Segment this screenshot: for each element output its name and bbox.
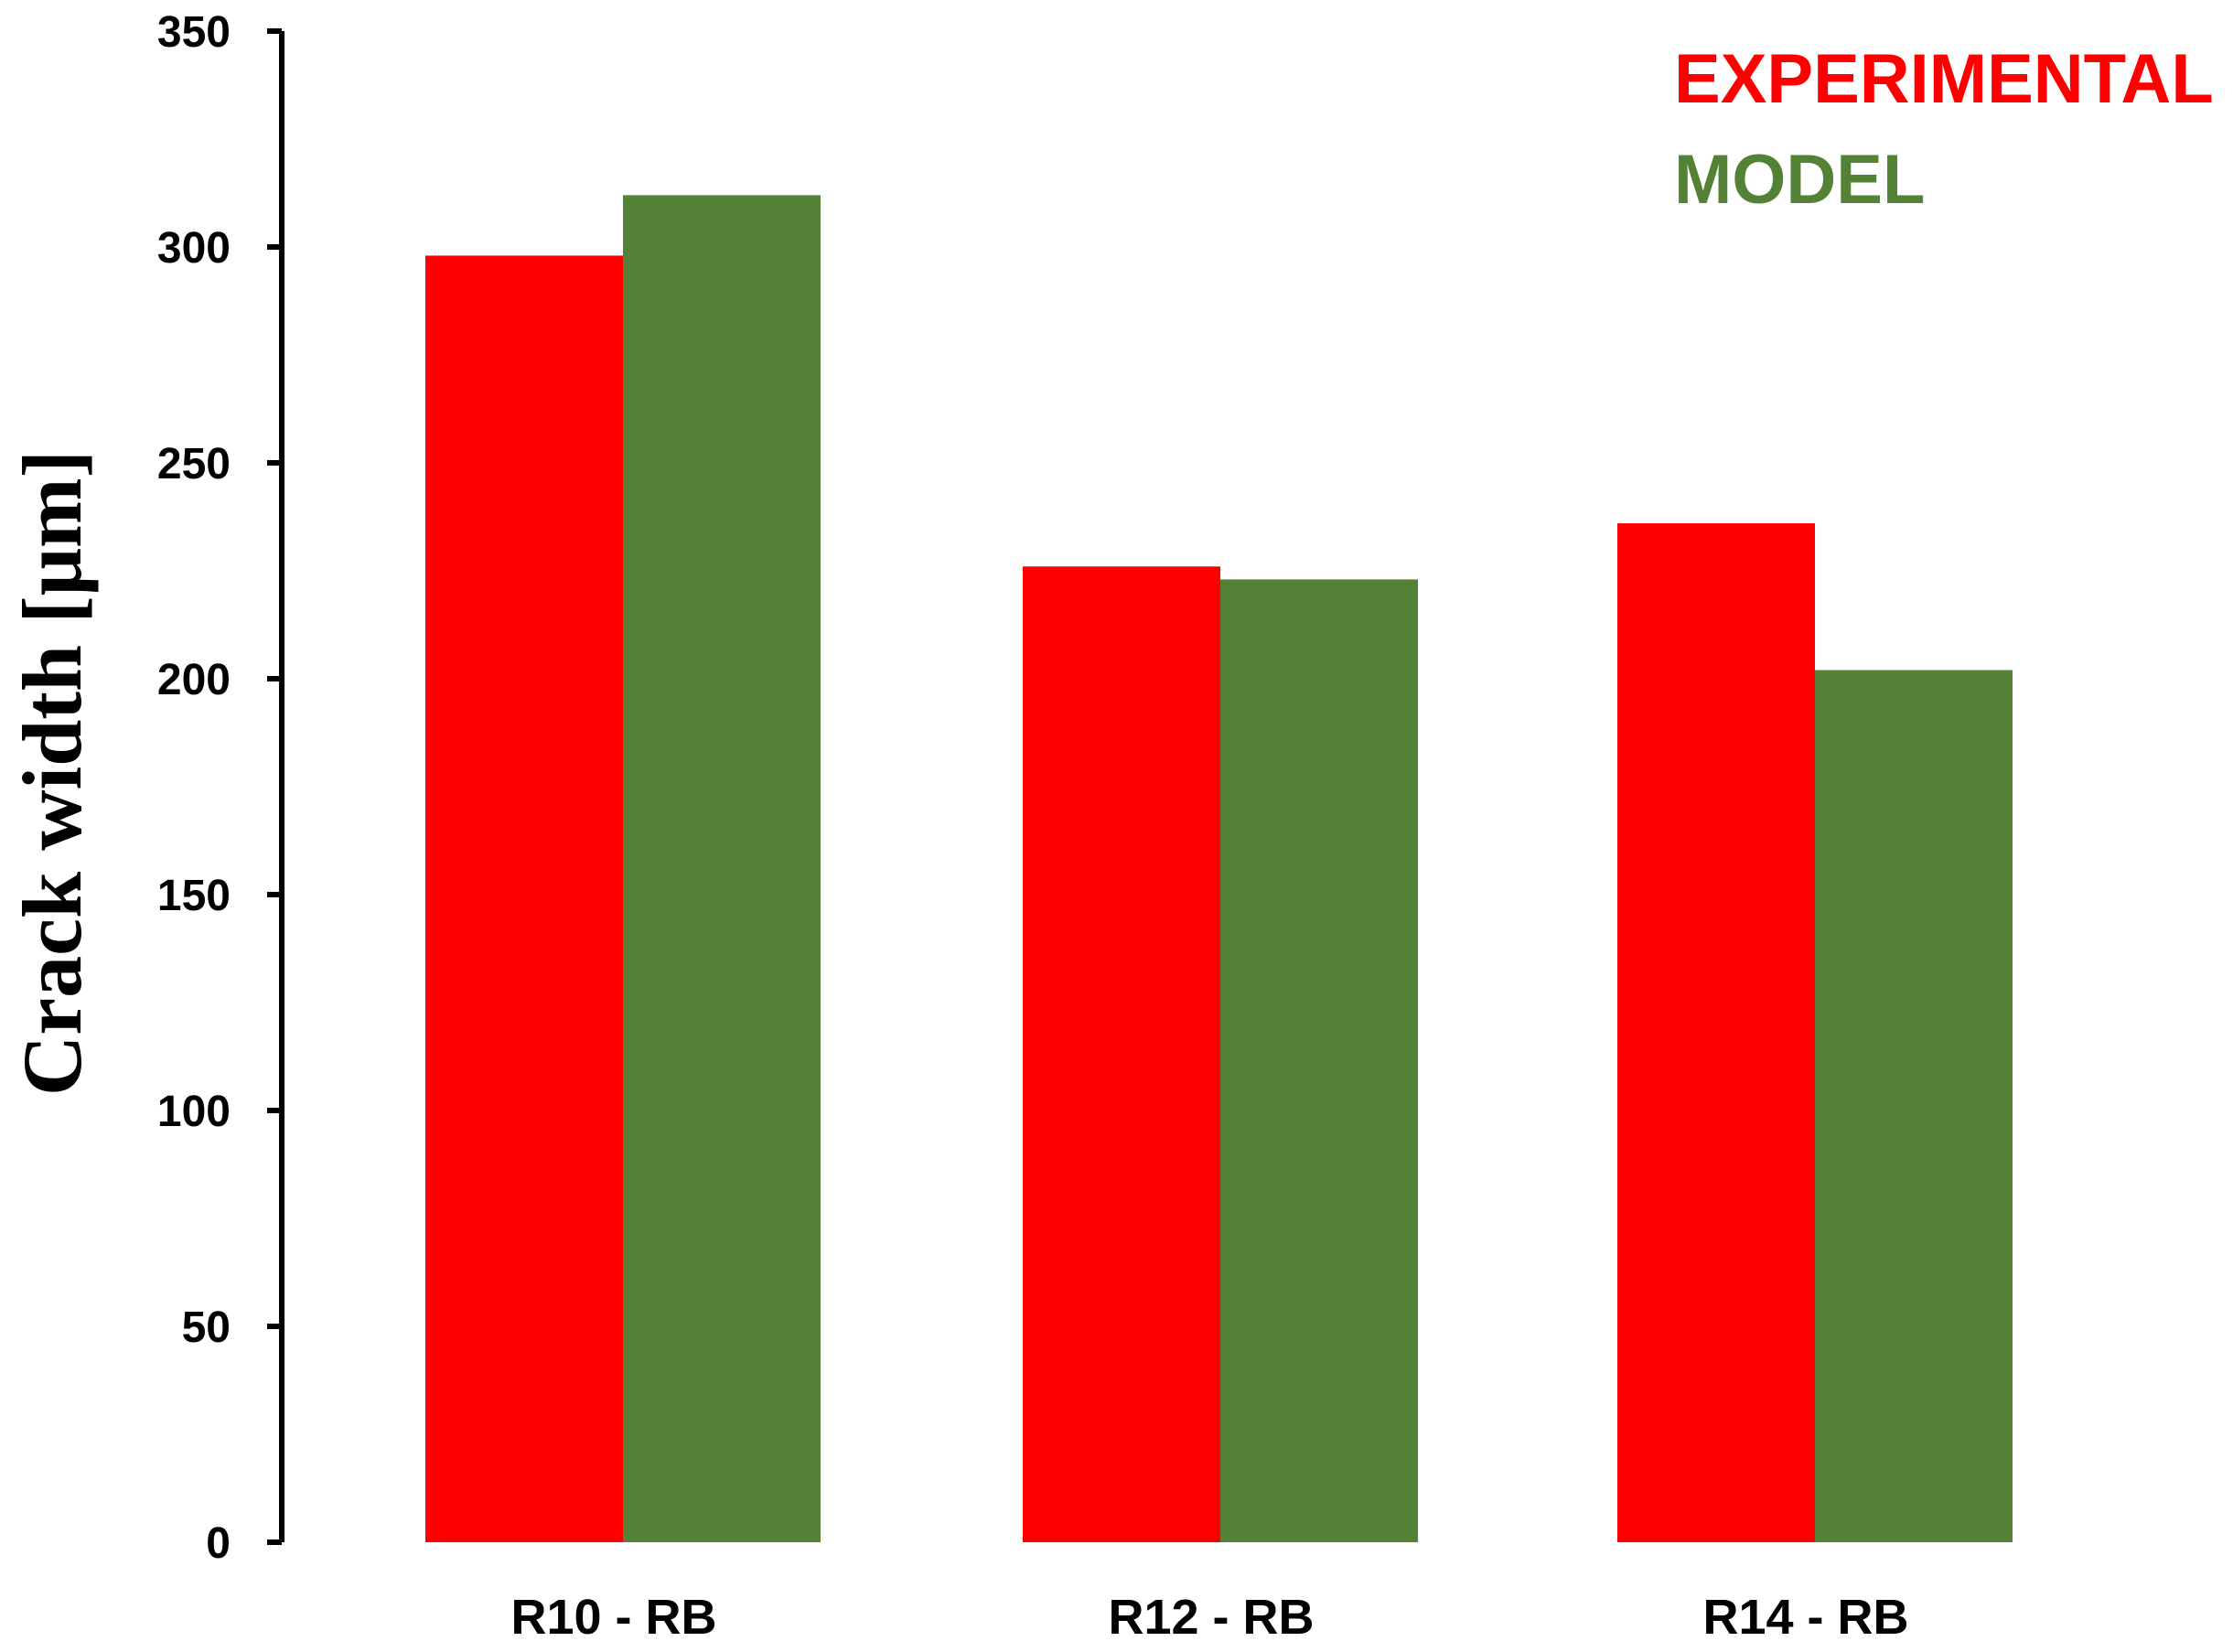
legend: EXPERIMENTAL MODEL bbox=[1674, 40, 2214, 219]
y-tick-label: 250 bbox=[157, 440, 231, 488]
category-labels-group: R10 - RB R12 - RB R14 - RB bbox=[510, 1590, 1908, 1645]
bars-group bbox=[425, 195, 2013, 1543]
bar-experimental-2 bbox=[1023, 566, 1220, 1542]
bar-experimental-1 bbox=[425, 255, 623, 1543]
y-axis-label: Crack width [μm] bbox=[5, 450, 99, 1096]
bar-model-3 bbox=[1815, 670, 2013, 1542]
y-tick-label: 50 bbox=[182, 1303, 231, 1352]
legend-entry-experimental: EXPERIMENTAL bbox=[1674, 40, 2214, 118]
category-label: R10 - RB bbox=[510, 1590, 716, 1645]
y-tick-label: 150 bbox=[157, 872, 231, 920]
bar-model-2 bbox=[1220, 579, 1418, 1543]
y-tick-label: 200 bbox=[157, 656, 231, 704]
category-label: R14 - RB bbox=[1702, 1590, 1908, 1645]
category-label: R12 - RB bbox=[1108, 1590, 1314, 1645]
y-tick-label: 100 bbox=[157, 1088, 231, 1136]
y-tick-label: 300 bbox=[157, 224, 231, 273]
bar-experimental-3 bbox=[1617, 523, 1815, 1542]
legend-entry-model: MODEL bbox=[1674, 141, 1925, 219]
y-tick-label: 0 bbox=[206, 1519, 231, 1568]
y-tick-label: 350 bbox=[157, 8, 231, 57]
y-ticks-group: 0 50 100 150 200 250 300 350 bbox=[157, 8, 282, 1568]
bar-model-1 bbox=[623, 195, 821, 1543]
